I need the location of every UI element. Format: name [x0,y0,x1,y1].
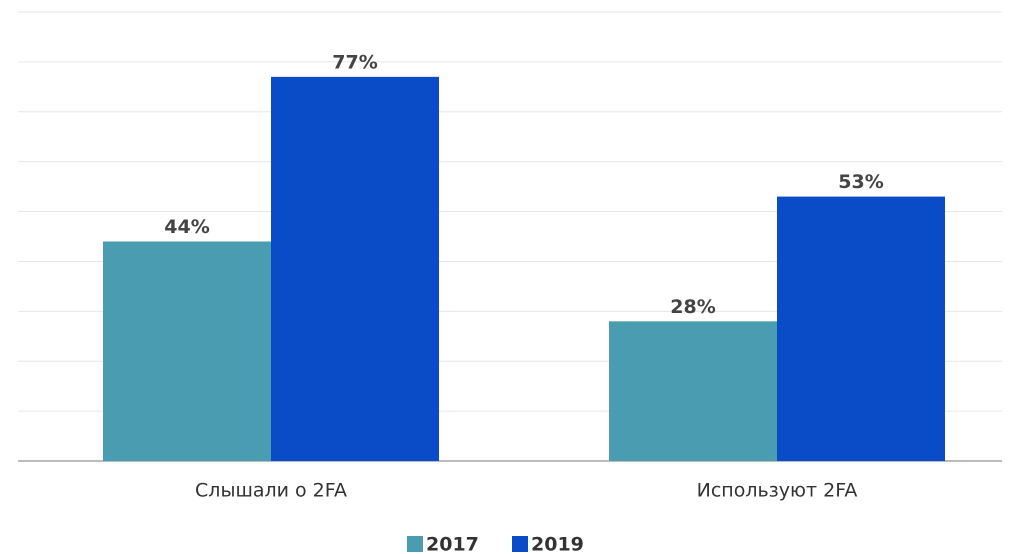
bar [103,241,271,461]
legend-swatch [512,536,528,552]
bar [609,321,777,461]
data-label: 77% [332,51,377,73]
bar [777,196,945,462]
legend-swatch [407,536,423,552]
legend-label: 2017 [426,534,479,554]
x-tick-label: Используют 2FA [697,480,858,502]
data-label: 53% [838,171,883,193]
data-label: 28% [670,296,715,318]
bar [271,76,439,461]
x-tick-label: Слышали о 2FA [195,480,347,502]
legend-label: 2019 [531,534,584,554]
data-label: 44% [164,216,209,238]
